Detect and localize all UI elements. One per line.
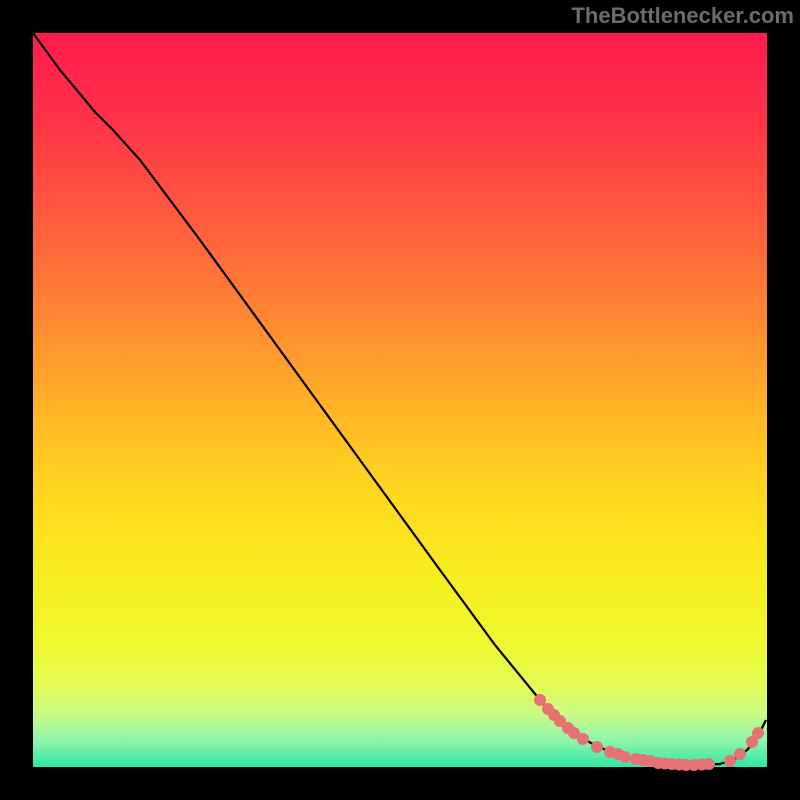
data-point: [753, 728, 764, 739]
data-point: [620, 752, 631, 763]
plot-background: [33, 33, 767, 767]
data-point: [535, 695, 546, 706]
data-point: [725, 756, 736, 767]
data-point: [592, 742, 603, 753]
chart-container: { "watermark": { "text": "TheBottlenecke…: [0, 0, 800, 800]
data-point: [704, 759, 715, 770]
watermark-text: TheBottlenecker.com: [571, 3, 794, 29]
data-point: [578, 734, 589, 745]
data-point: [735, 749, 746, 760]
chart-svg: [0, 0, 800, 800]
